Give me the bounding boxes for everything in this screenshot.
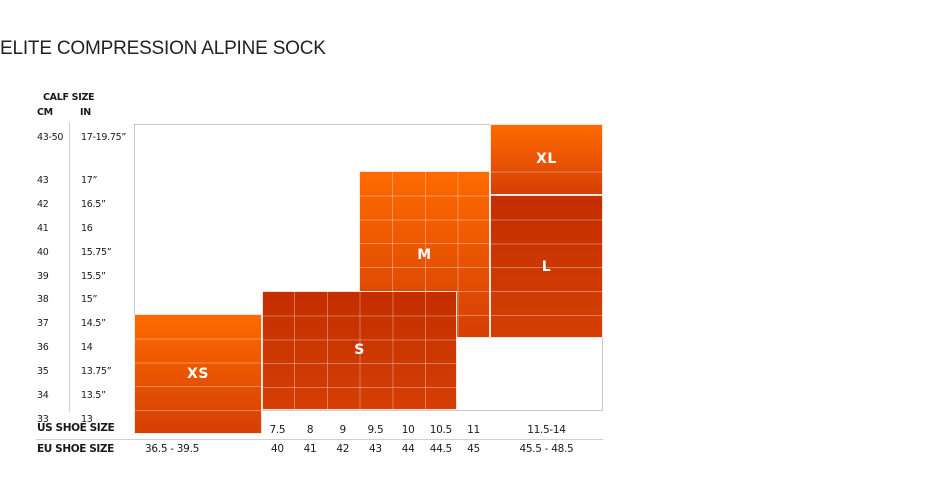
us-shoe-size-tick: 11.5-14 [527,424,566,436]
us-shoe-size-label: US SHOE SIZE [37,422,115,434]
us-shoe-size-tick: 10.5 [429,424,452,436]
calf-cm-label: 37 [37,318,49,330]
size-label-m: M [417,246,432,263]
eu-shoe-size-tick: 44.5 [429,443,452,455]
calf-in-label: 17” [81,174,98,186]
calf-size-header: CALF SIZE [43,92,95,103]
us-shoe-size-tick: 9.5 [367,424,384,436]
eu-shoe-size-label: EU SHOE SIZE [37,443,114,455]
eu-shoe-size-tick: 36.5 - 39.5 [145,443,199,455]
calf-in-label: 13.75” [81,366,112,378]
axis-divider [69,122,70,412]
calf-cm-label: 36 [37,342,49,354]
size-block-xl: XL [489,124,603,195]
calf-cm-label: 33 [37,413,49,425]
calf-in-label: 16.5” [81,198,106,210]
calf-cm-label: 41 [37,222,49,234]
calf-in-label: 15” [81,294,98,306]
us-shoe-size-tick: 11 [467,424,480,436]
calf-cm-label: 40 [37,246,49,258]
shoe-size-divider [36,439,603,440]
calf-cm-label: 43-50 [37,132,64,143]
size-label-s: S [354,342,365,359]
eu-shoe-size-tick: 42 [336,443,350,455]
calf-in-label: 14.5” [81,318,106,330]
eu-shoe-size-tick: 45.5 - 48.5 [519,443,574,455]
calf-in-label: 13 [81,413,93,425]
size-label-l: L [541,258,552,275]
eu-shoe-size-tick: 45 [467,443,480,455]
calf-in-label: 17-19.75” [81,132,126,143]
us-shoe-size-tick: 7.5 [269,424,286,436]
size-label-xl: XL [536,151,557,168]
eu-shoe-size-tick: 41 [303,443,317,455]
calf-cm-label: 34 [37,390,49,402]
cm-header: CM [37,107,53,118]
size-chart-plot: XS S M L XL [134,124,603,434]
calf-cm-label: 38 [37,294,49,306]
eu-shoe-size-tick: 43 [369,443,382,455]
calf-cm-label: 42 [37,198,49,210]
calf-in-label: 16 [81,222,93,234]
size-label-xs: XS [187,366,209,383]
calf-in-label: 15.75” [81,246,112,258]
calf-in-label: 15.5” [81,270,106,282]
chart-title: ELITE COMPRESSION ALPINE SOCK [0,38,326,59]
calf-in-label: 14 [81,342,93,354]
size-block-s: S [262,290,458,410]
calf-cm-label: 39 [37,270,49,282]
eu-shoe-size-tick: 40 [270,443,284,455]
eu-shoe-size-tick: 44 [401,443,415,455]
us-shoe-size-tick: 8 [306,424,314,436]
in-header: IN [80,107,91,118]
size-block-l: L [489,194,603,339]
size-block-xs: XS [134,314,262,434]
us-shoe-size-tick: 9 [339,424,347,436]
calf-cm-label: 43 [37,174,49,186]
calf-cm-label: 35 [37,366,49,378]
calf-in-label: 13.5” [81,390,106,402]
us-shoe-size-tick: 10 [401,424,415,436]
